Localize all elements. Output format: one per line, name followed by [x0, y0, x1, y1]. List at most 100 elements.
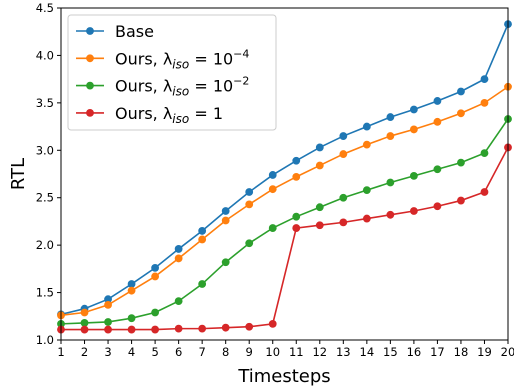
x-tick-label: 6	[175, 345, 182, 359]
legend-label: Ours, λiso = 1	[115, 104, 223, 126]
data-point	[292, 156, 301, 165]
data-point	[104, 318, 112, 326]
data-point	[268, 185, 277, 194]
y-tick-label: 2.5	[36, 191, 54, 205]
data-point	[386, 132, 395, 140]
x-axis-ticks: 1 2 3 4 5 6 7 8 9 10 11 12 13 14 15 16 17 18 19 20	[57, 340, 514, 359]
x-tick-label: 16	[407, 345, 422, 359]
data-point	[292, 172, 301, 181]
legend-label-subscript: iso	[172, 112, 189, 126]
data-point	[151, 308, 160, 317]
data-point	[339, 132, 348, 140]
x-tick-label: 17	[430, 345, 445, 359]
legend-frame	[67, 14, 277, 131]
x-tick-label: 7	[198, 345, 205, 359]
legend-marker	[86, 54, 94, 63]
data-point	[362, 122, 371, 131]
data-point	[198, 227, 207, 235]
legend-label: Ours, λiso = 10−4	[115, 47, 249, 71]
legend-label-main: Base	[115, 22, 154, 41]
data-point	[409, 105, 418, 114]
x-tick-label: 13	[336, 345, 351, 359]
data-point	[457, 158, 465, 167]
x-tick-label: 18	[454, 345, 469, 359]
data-point	[292, 212, 301, 221]
x-tick-label: 3	[104, 345, 111, 359]
data-point	[104, 325, 112, 334]
data-point	[198, 280, 207, 288]
x-tick-label: 20	[501, 345, 514, 359]
data-point	[80, 325, 89, 334]
legend-label-superscript: −2	[233, 75, 249, 88]
legend-label-subscript: iso	[172, 57, 189, 71]
data-point	[174, 254, 183, 263]
data-point	[104, 295, 112, 304]
data-point	[198, 235, 207, 244]
data-point	[457, 87, 465, 96]
data-point	[127, 325, 136, 334]
x-tick-label: 4	[128, 345, 135, 359]
legend-label-equals: = 1	[189, 104, 223, 123]
data-point	[221, 207, 230, 215]
data-point	[457, 196, 465, 205]
data-point	[433, 202, 442, 211]
legend-label-main: Ours, λ	[115, 77, 172, 96]
chart-marks	[57, 20, 512, 334]
y-tick-label: 3.5	[36, 96, 54, 110]
data-point	[315, 203, 324, 212]
x-tick-label: 2	[81, 345, 88, 359]
data-point	[339, 218, 348, 227]
x-tick-label: 19	[477, 345, 492, 359]
series-3	[57, 143, 512, 334]
data-point	[80, 308, 89, 317]
series-2	[57, 115, 512, 328]
legend-label: Base	[115, 22, 154, 41]
data-point	[174, 297, 183, 306]
data-point	[480, 149, 489, 158]
legend-marker	[86, 81, 94, 90]
series-line	[61, 147, 509, 331]
data-point	[127, 314, 136, 323]
data-point	[151, 272, 160, 281]
y-tick-label: 4.5	[36, 1, 54, 15]
data-point	[457, 109, 465, 118]
y-axis-title: RTL	[8, 158, 29, 190]
data-point	[292, 224, 301, 232]
data-point	[198, 324, 207, 333]
y-axis-ticks: 1.0 1.5 2.0 2.5 3.0 3.5 4.0 4.5	[36, 1, 61, 347]
data-point	[268, 319, 277, 328]
data-point	[433, 97, 442, 105]
legend-item: Ours, λiso = 1	[76, 104, 223, 126]
data-point	[433, 117, 442, 126]
data-point	[339, 193, 348, 202]
series-line	[60, 23, 509, 316]
data-point	[386, 178, 395, 187]
data-point	[221, 258, 230, 267]
data-point	[221, 216, 230, 225]
data-point	[245, 188, 254, 196]
data-point	[80, 319, 89, 327]
data-point	[104, 301, 112, 309]
data-point	[386, 113, 395, 121]
legend-label-equals: = 10	[189, 49, 233, 68]
x-axis-title: Timesteps	[237, 366, 330, 387]
y-tick-label: 3.0	[36, 143, 54, 157]
data-point	[151, 325, 160, 334]
data-point	[315, 143, 324, 152]
data-point	[480, 188, 489, 196]
y-tick-label: 1.0	[36, 333, 54, 347]
data-point	[339, 150, 348, 158]
legend-marker	[86, 27, 94, 35]
legend-label-subscript: iso	[172, 85, 189, 99]
data-point	[151, 264, 160, 272]
data-point	[362, 214, 371, 223]
data-point	[315, 161, 324, 170]
legend-label-equals: = 10	[189, 77, 233, 96]
data-point	[174, 324, 183, 333]
series-0	[57, 20, 512, 319]
x-tick-label: 10	[265, 345, 280, 359]
legend-label-superscript: −4	[233, 47, 249, 60]
data-point	[480, 98, 489, 107]
